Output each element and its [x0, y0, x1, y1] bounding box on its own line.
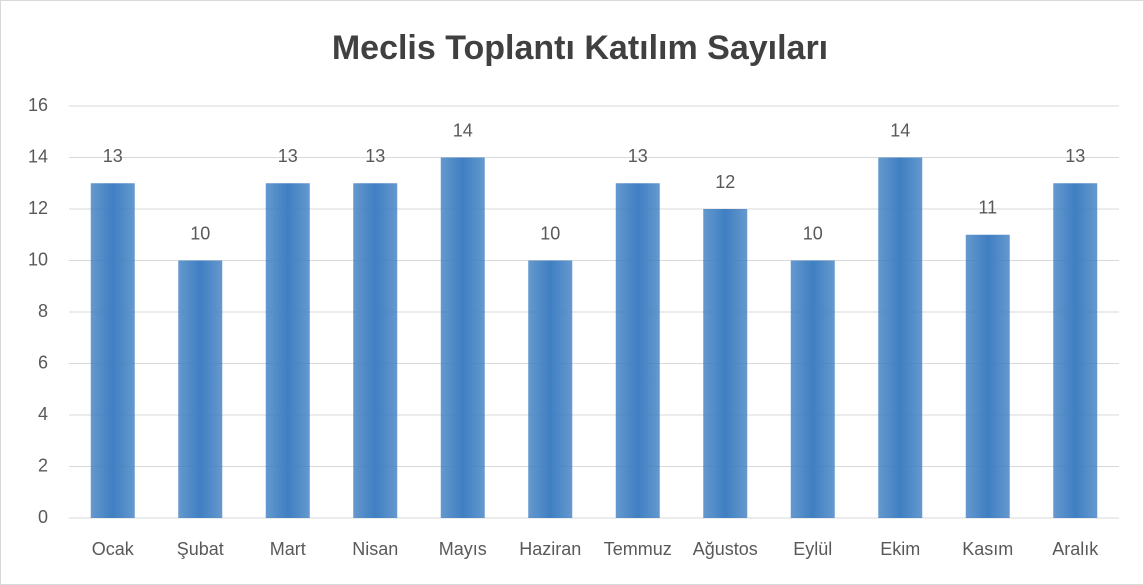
- data-label: 10: [803, 223, 823, 243]
- bar: [965, 234, 1010, 518]
- y-tick-label: 14: [28, 146, 48, 166]
- x-tick-label: Nisan: [352, 539, 398, 559]
- x-tick-label: Eylül: [793, 539, 832, 559]
- y-tick-label: 10: [28, 249, 48, 269]
- x-tick-label: Ekim: [880, 539, 920, 559]
- y-tick-label: 8: [38, 301, 48, 321]
- bar: [1053, 183, 1098, 518]
- x-tick-label: Ağustos: [693, 539, 758, 559]
- y-tick-label: 4: [38, 404, 48, 424]
- data-label: 14: [453, 120, 473, 140]
- bar: [615, 183, 660, 518]
- bar: [790, 260, 835, 518]
- x-tick-label: Mayıs: [439, 539, 487, 559]
- bar: [265, 183, 310, 518]
- x-tick-label: Temmuz: [604, 539, 672, 559]
- bar: [703, 209, 748, 518]
- data-label: 11: [978, 198, 997, 218]
- data-label: 12: [715, 172, 735, 192]
- data-label: 13: [365, 146, 385, 166]
- data-label: 13: [278, 146, 298, 166]
- data-label: 13: [1065, 146, 1085, 166]
- x-tick-label: Aralık: [1052, 539, 1099, 559]
- data-label: 10: [190, 223, 210, 243]
- x-tick-label: Mart: [270, 539, 306, 559]
- bar: [528, 260, 573, 518]
- x-tick-label: Haziran: [519, 539, 581, 559]
- data-label: 13: [628, 146, 648, 166]
- data-label: 14: [890, 120, 910, 140]
- data-label: 10: [540, 223, 560, 243]
- y-tick-label: 6: [38, 352, 48, 372]
- y-tick-label: 12: [28, 198, 48, 218]
- bar: [440, 157, 485, 518]
- bar: [90, 183, 135, 518]
- bar: [353, 183, 398, 518]
- y-tick-label: 16: [28, 95, 48, 115]
- x-tick-label: Ocak: [92, 539, 135, 559]
- data-label: 13: [103, 146, 123, 166]
- bar: [178, 260, 223, 518]
- y-tick-label: 0: [38, 507, 48, 527]
- x-tick-label: Şubat: [177, 539, 224, 559]
- x-tick-label: Kasım: [962, 539, 1013, 559]
- bar: [878, 157, 923, 518]
- chart-title: Meclis Toplantı Katılım Sayıları: [332, 29, 828, 67]
- y-tick-label: 2: [38, 455, 48, 475]
